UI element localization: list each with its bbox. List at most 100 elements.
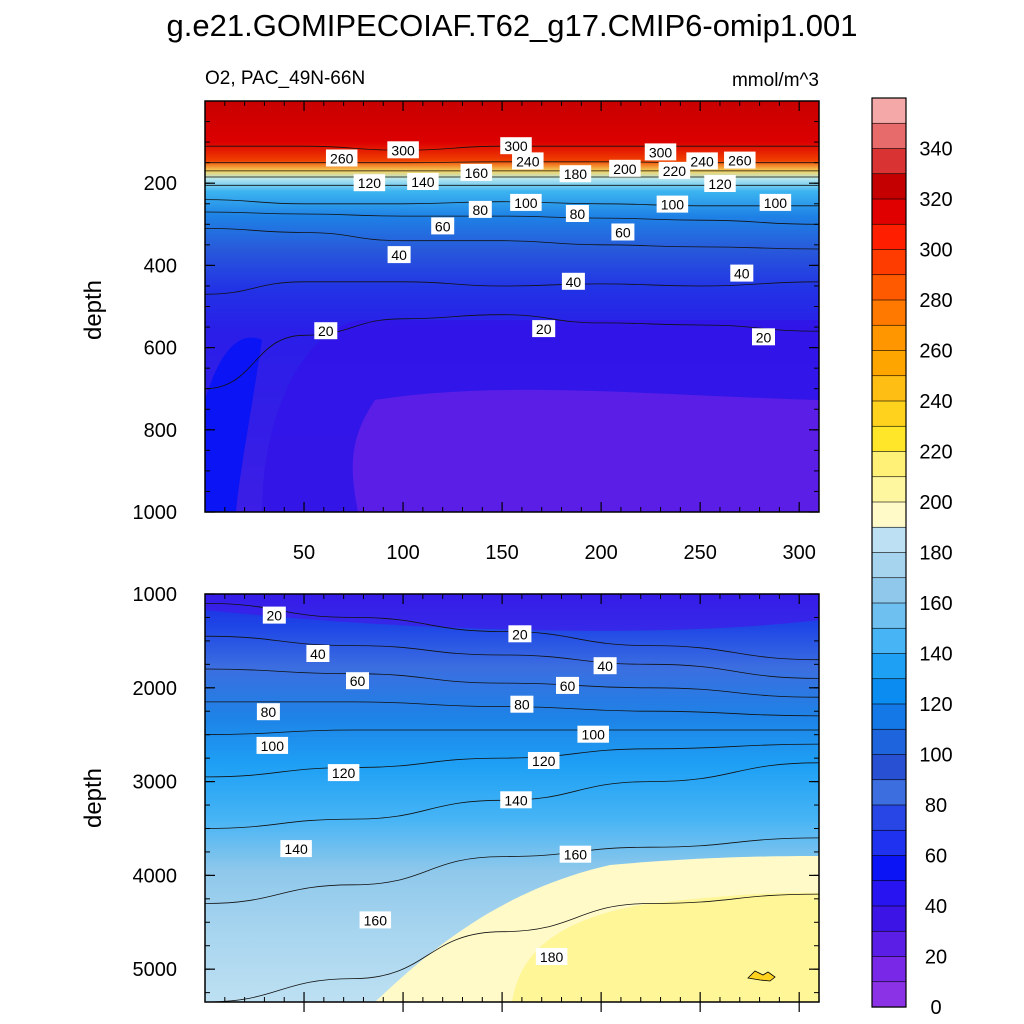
contour-label-text: 40 (734, 266, 750, 282)
contour-label: 200 (609, 159, 641, 177)
colorbar-swatch (871, 552, 907, 579)
colorbar-swatch (871, 400, 907, 427)
colorbar-swatch (871, 223, 907, 251)
colorbar-swatch (871, 754, 907, 781)
contour-label-text: 220 (663, 163, 687, 179)
contour-label-box (559, 845, 592, 863)
colorbar-frame (871, 97, 907, 1008)
contour-label-box (559, 165, 592, 183)
contour-line-40 (205, 281, 819, 295)
contour-label-box (510, 193, 542, 211)
contour-label-box (280, 840, 312, 858)
contour-label-text: 40 (310, 646, 326, 662)
contour-label-box (353, 174, 386, 192)
colorbar-label: 40 (925, 896, 947, 918)
contour-label-text: 60 (560, 678, 576, 694)
contour-line-40 (205, 635, 819, 679)
y-tick-label: 3000 (133, 772, 178, 794)
colorbar-label: 80 (925, 795, 947, 817)
colorbar-swatch (871, 476, 907, 503)
contour-label-box (644, 143, 677, 161)
contour-label-text: 80 (473, 202, 489, 218)
contour-label-box (256, 736, 289, 754)
contour-label-box (512, 152, 544, 170)
contour-label: 220 (658, 161, 691, 179)
contour-label: 300 (500, 137, 532, 155)
contour-label-text: 60 (350, 673, 366, 689)
contour-label: 20 (752, 328, 775, 346)
contour-label-box (565, 205, 589, 222)
lower-max-region (512, 892, 819, 1002)
colorbar-swatch (871, 829, 907, 857)
contour-label-box (658, 161, 691, 179)
contour-label-text: 260 (330, 151, 354, 167)
contour-label-text: 140 (411, 174, 435, 190)
contour-label: 40 (306, 645, 330, 662)
contour-label: 40 (593, 657, 617, 675)
colorbar-swatch (871, 375, 907, 402)
y-tick-label: 1000 (133, 502, 178, 524)
colorbar-swatch (871, 299, 907, 326)
contour-label-box (535, 948, 568, 965)
colorbar-label: 200 (919, 492, 952, 514)
x-tick-label: 100 (386, 542, 419, 564)
contour-label: 80 (256, 703, 280, 721)
contour-label-text: 20 (512, 626, 528, 642)
contour-label: 160 (460, 163, 493, 181)
colorbar-swatch (871, 855, 907, 882)
contour-label-box (704, 175, 736, 192)
contour-label-box (752, 328, 775, 346)
colorbar-label: 120 (919, 694, 952, 716)
contour-line-160 (205, 837, 819, 904)
contour-label-box (500, 137, 532, 155)
colorbar-swatch (871, 930, 907, 958)
lower-small-patch (747, 970, 776, 982)
colorbar-swatch (871, 501, 907, 528)
colorbar-swatch (871, 526, 907, 554)
contour-label: 180 (559, 165, 592, 183)
y-tick-label: 400 (144, 255, 177, 277)
colorbar-label: 240 (919, 391, 952, 413)
colorbar-label: 220 (919, 442, 952, 464)
lower-contour-lines (205, 603, 819, 1002)
y-tick-label: 600 (144, 338, 177, 360)
lower-contour-labels: 20 20 40 40 60 60 80 80 100 100 120 120 140 140 160 160… (256, 606, 617, 965)
colorbar-label: 260 (919, 341, 952, 363)
contour-line-20 (205, 603, 819, 661)
contour-label-text: 40 (391, 247, 407, 263)
contour-label: 60 (611, 223, 635, 241)
contour-label: 80 (565, 205, 589, 222)
upper-y-axis-label: depth (80, 280, 107, 340)
contour-label-box (314, 322, 338, 340)
x-tick-label: 250 (683, 542, 716, 564)
lower-frame (204, 593, 820, 1003)
colorbar-label: 0 (930, 997, 941, 1019)
colorbar-swatch (871, 880, 907, 907)
colorbar-swatch (871, 274, 907, 301)
contour-label: 160 (359, 911, 392, 929)
contour-line-100 (205, 729, 819, 736)
colorbar-label: 340 (919, 139, 952, 161)
contour-label: 100 (759, 193, 792, 211)
upper-axis-ticks: 200 400 600 800 1000 50 100 150 200 250 300 (133, 100, 820, 564)
contour-label: 260 (724, 151, 756, 169)
lower-axis-ticks: 1000 2000 3000 4000 5000 (133, 584, 820, 1012)
contour-label-box (508, 625, 532, 643)
contour-label-box (387, 141, 419, 159)
upper-contour-lines (205, 145, 819, 390)
contour-label-box (532, 320, 556, 338)
colorbar-swatch (871, 602, 907, 629)
contour-label-box (327, 764, 360, 782)
colorbar-swatch (871, 173, 907, 200)
contour-label-text: 120 (532, 753, 556, 769)
contour-label-text: 60 (435, 218, 451, 234)
contour-label: 100 (577, 725, 609, 743)
colorbar-swatch (871, 451, 907, 478)
colorbar-swatch (871, 198, 907, 225)
contour-label-box (656, 195, 689, 213)
y-tick-label: 800 (144, 420, 177, 442)
contour-label-text: 240 (516, 153, 540, 169)
x-tick-label: 300 (783, 542, 816, 564)
contour-label-box (577, 725, 609, 743)
